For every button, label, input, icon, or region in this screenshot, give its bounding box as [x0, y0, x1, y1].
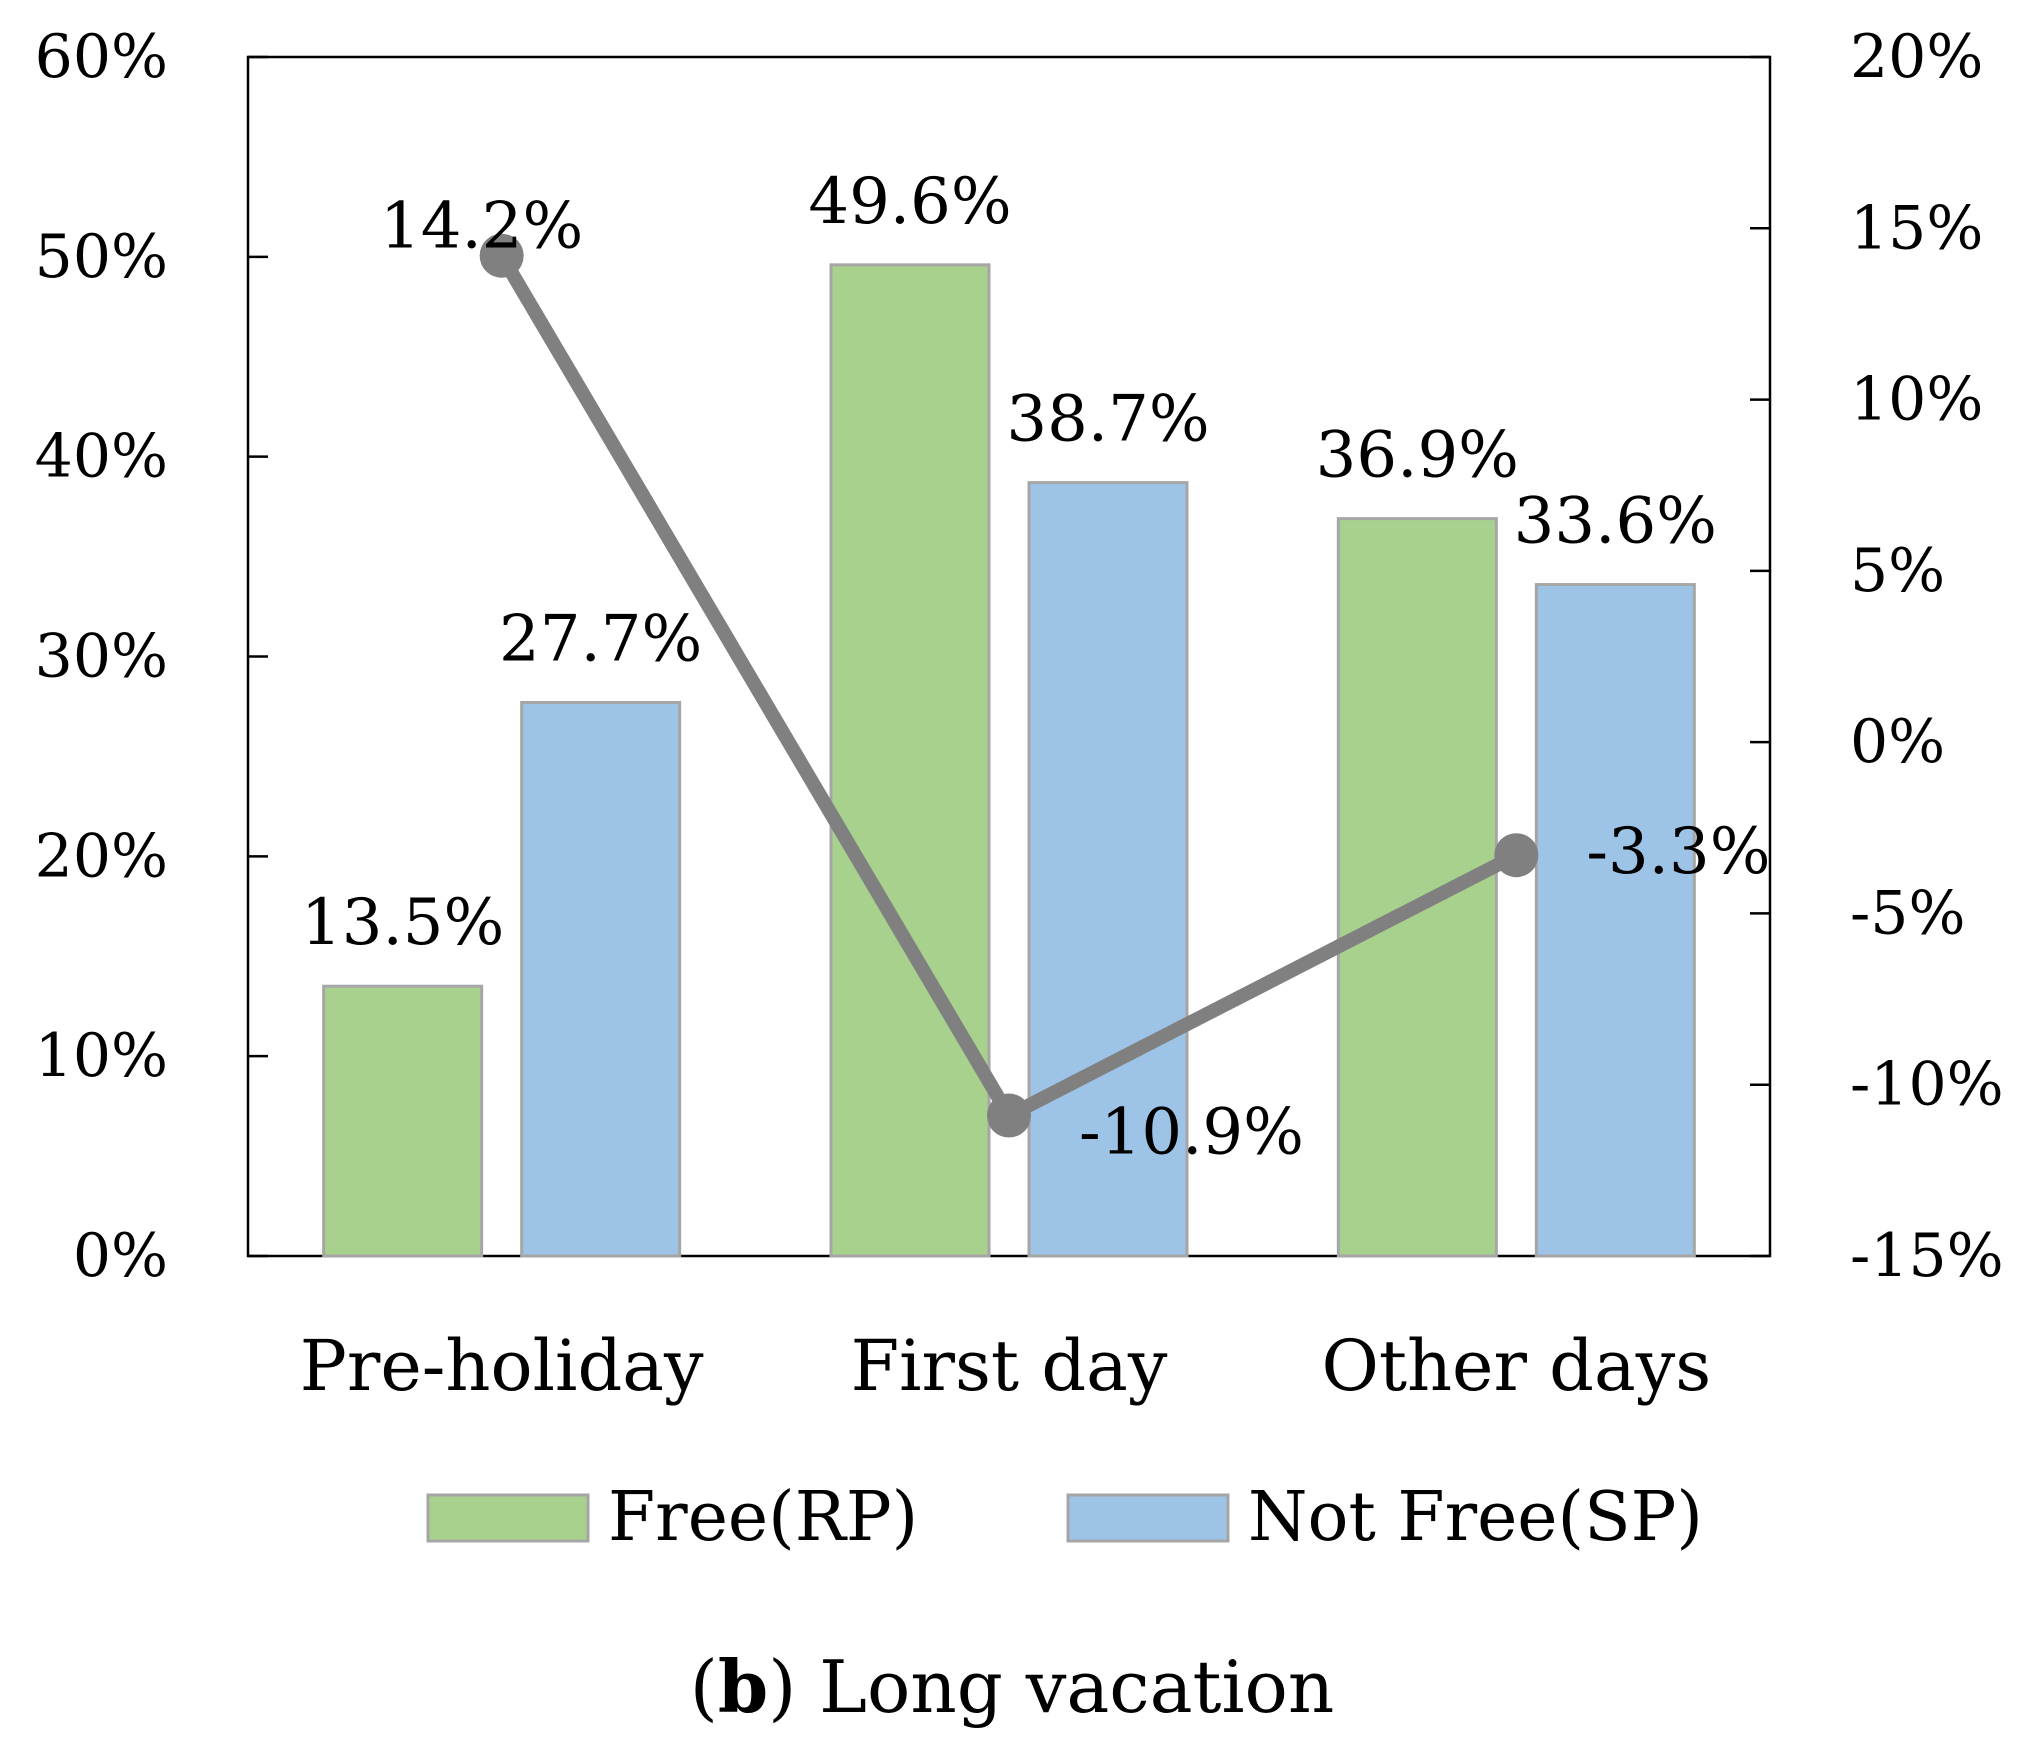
legend-swatch-not-free-sp: [1066, 1493, 1230, 1543]
bar-free-rp-3: [1336, 517, 1498, 1258]
bars: [322, 263, 1696, 1258]
x-axis: Pre-holiday First day Other days: [300, 1325, 1711, 1407]
bar-not-free-sp-2: [1027, 481, 1189, 1258]
left-tick-label-1: 0%: [73, 1221, 168, 1291]
left-tick-label-3: 20%: [35, 821, 168, 891]
caption-paren-close: ): [768, 1645, 796, 1729]
legend: Free(RP) Not Free(SP): [426, 1478, 1703, 1557]
right-tick-label-3: -5%: [1850, 878, 1965, 948]
right-tick-label-8: 20%: [1850, 22, 1983, 92]
right-tick-label-4: 0%: [1850, 707, 1945, 777]
bar-label-free-rp-2: 49.6%: [808, 165, 1011, 239]
category-label-3: Other days: [1321, 1325, 1711, 1407]
bar-label-not-free-sp-2: 38.7%: [1006, 383, 1209, 457]
difference-label-3: -3.3%: [1586, 815, 1770, 889]
legend-label-not-free-sp: Not Free(SP): [1248, 1478, 1703, 1557]
difference-line: [479, 233, 1539, 1138]
caption-letter: b: [718, 1644, 768, 1729]
bar-free-rp-2: [829, 263, 991, 1258]
data-labels: 13.5% 27.7% 49.6% 38.7% 36.9%33.6% 14.2% -10.9…: [301, 165, 1771, 1170]
left-tick-label-5: 40%: [35, 422, 168, 492]
difference-label-2: -10.9%: [1079, 1096, 1304, 1170]
left-axis: 0% 10% 20% 30% 40% 50% 60%: [35, 22, 268, 1291]
difference-point-3: [1494, 833, 1539, 878]
bar-label-free-rp-3: 36.9%: [1316, 419, 1519, 493]
category-label-1: Pre-holiday: [300, 1325, 704, 1407]
right-tick-label-5: 5%: [1850, 536, 1945, 606]
caption-paren-open: (: [690, 1645, 718, 1729]
bar-label-free-rp-1: 13.5%: [301, 886, 504, 960]
right-tick-label-1: -15%: [1850, 1221, 2004, 1291]
left-tick-label-4: 30%: [35, 622, 168, 692]
caption-text: Long vacation: [796, 1645, 1334, 1729]
bar-label-not-free-sp-1: 27.7%: [499, 602, 702, 676]
right-tick-label-2: -10%: [1850, 1050, 2004, 1120]
difference-point-1: [479, 233, 524, 278]
right-tick-label-6: 10%: [1850, 365, 1983, 435]
left-tick-label-6: 50%: [35, 222, 168, 292]
bar-not-free-sp-1: [520, 700, 682, 1258]
bar-free-rp-1: [322, 984, 484, 1258]
left-tick-label-2: 10%: [35, 1021, 168, 1091]
difference-point-2: [987, 1093, 1031, 1138]
bar-label-not-free-sp-3: 33.6%: [1514, 485, 1717, 559]
difference-label-1: 14.2%: [380, 190, 583, 264]
left-tick-label-7: 60%: [35, 22, 168, 92]
chart-caption: (b) Long vacation: [690, 1644, 1334, 1729]
right-axis: -15% -10% -5% 0% 5% 10% 15% 20%: [1750, 22, 2004, 1291]
legend-label-free-rp: Free(RP): [608, 1478, 918, 1557]
right-tick-label-7: 15%: [1850, 193, 1983, 263]
bar-not-free-sp-3: [1534, 583, 1696, 1258]
legend-swatch-free-rp: [426, 1493, 590, 1543]
category-label-2: First day: [851, 1325, 1168, 1407]
